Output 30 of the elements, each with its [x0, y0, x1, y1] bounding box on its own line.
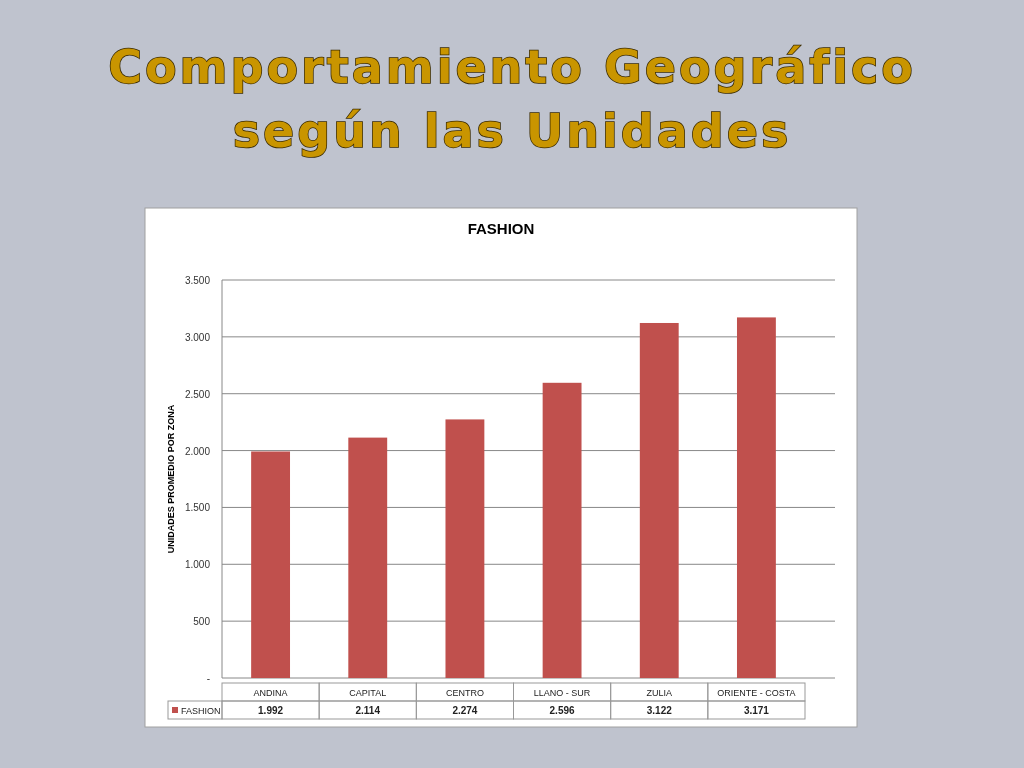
x-tick-label: CENTRO [445, 688, 484, 698]
y-tick-label: 3.000 [184, 331, 211, 343]
data-label: 2.274 [452, 705, 478, 716]
chart-subtitle: FASHION [467, 220, 535, 237]
y-tick-label: - [206, 673, 210, 684]
y-tick-label: 1.000 [184, 559, 211, 571]
data-label: 3.122 [646, 705, 673, 716]
bar [736, 317, 776, 678]
bar [639, 322, 679, 678]
x-tick-label: ANDINA [253, 688, 288, 698]
x-tick-label: ORIENTE - COSTA [717, 688, 796, 698]
x-tick-label: ZULIA [646, 688, 673, 698]
data-label: 3.171 [743, 705, 770, 716]
data-label: 2.596 [549, 705, 576, 716]
y-tick-label: 2.000 [184, 445, 211, 457]
bar [251, 451, 291, 678]
y-tick-label: 500 [193, 616, 211, 628]
chart-title: Comportamiento Geográfico según las Unidades [108, 40, 916, 158]
y-axis-title: UNIDADES PROMEDIO POR ZONA [166, 404, 176, 554]
bar [348, 437, 388, 678]
y-tick-label: 1.500 [184, 502, 211, 514]
x-tick-label: LLANO - SUR [533, 688, 591, 698]
y-tick-label: 2.500 [184, 388, 211, 400]
x-tick-label: CAPITAL [349, 688, 387, 698]
bar [445, 419, 485, 678]
data-label: 1.992 [258, 705, 284, 716]
legend-label: FASHION [181, 706, 221, 716]
data-label: 2.114 [355, 705, 381, 716]
bar [542, 382, 582, 678]
y-tick-label: 3.500 [184, 275, 211, 286]
